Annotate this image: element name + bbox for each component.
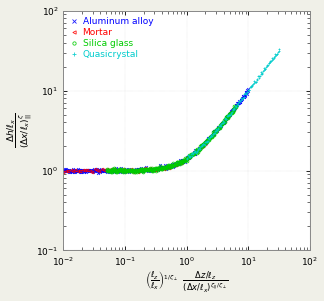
Mortar xyxy=(86,168,89,172)
Silica glass xyxy=(214,129,218,132)
Quasicrystal xyxy=(277,47,281,51)
Line: Aluminum alloy: Aluminum alloy xyxy=(62,88,250,174)
Aluminum alloy xyxy=(178,159,182,162)
Mortar xyxy=(107,169,111,172)
Aluminum alloy xyxy=(96,171,99,175)
Aluminum alloy xyxy=(135,168,139,171)
Aluminum alloy xyxy=(246,88,250,91)
Aluminum alloy xyxy=(195,149,199,153)
X-axis label: $\left(\dfrac{\ell_z}{\ell_x}\right)^{1/\zeta_\perp}$  $\dfrac{\Delta z/\ell_z}{: $\left(\dfrac{\ell_z}{\ell_x}\right)^{1/… xyxy=(145,270,228,296)
Silica glass xyxy=(234,104,238,107)
Mortar xyxy=(110,167,113,170)
Silica glass xyxy=(109,171,113,174)
Quasicrystal xyxy=(221,119,225,123)
Legend: Aluminum alloy, Mortar, Silica glass, Quasicrystal: Aluminum alloy, Mortar, Silica glass, Qu… xyxy=(67,15,155,61)
Mortar xyxy=(150,169,154,172)
Quasicrystal xyxy=(233,105,237,108)
Quasicrystal xyxy=(185,157,189,161)
Quasicrystal xyxy=(237,101,241,104)
Quasicrystal xyxy=(261,69,265,73)
Quasicrystal xyxy=(249,84,252,88)
Aluminum alloy xyxy=(196,148,200,152)
Silica glass xyxy=(182,160,186,163)
Quasicrystal xyxy=(215,129,219,132)
Aluminum alloy xyxy=(62,168,65,172)
Silica glass xyxy=(184,157,188,161)
Silica glass xyxy=(105,169,109,172)
Mortar xyxy=(203,142,207,145)
Mortar xyxy=(98,169,101,173)
Aluminum alloy xyxy=(84,168,87,172)
Mortar xyxy=(102,169,106,172)
Silica glass xyxy=(182,160,186,163)
Aluminum alloy xyxy=(122,169,126,172)
Line: Silica glass: Silica glass xyxy=(105,104,237,174)
Silica glass xyxy=(105,167,109,171)
Line: Quasicrystal: Quasicrystal xyxy=(185,48,281,160)
Line: Mortar: Mortar xyxy=(62,142,207,173)
Silica glass xyxy=(222,119,226,122)
Mortar xyxy=(62,170,65,174)
Y-axis label: $\dfrac{\Delta h/\ell_x}{(\Delta x/\ell_x)^{\zeta}_{||}}$: $\dfrac{\Delta h/\ell_x}{(\Delta x/\ell_… xyxy=(6,113,35,148)
